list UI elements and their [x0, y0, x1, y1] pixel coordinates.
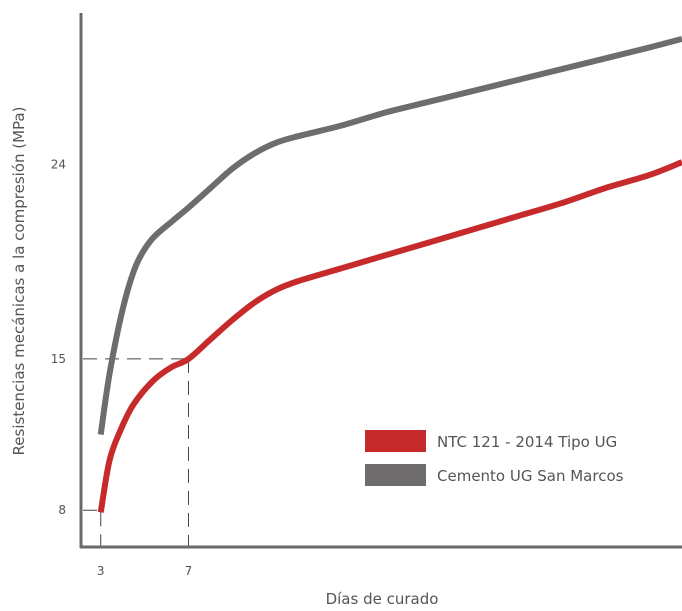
y-tick-label: 24	[51, 157, 66, 171]
x-tick-label: 7	[185, 564, 193, 578]
legend-swatch	[365, 430, 426, 452]
x-axis-title: Días de curado	[326, 590, 439, 608]
y-tick-label: 8	[58, 503, 66, 517]
x-tick-label: 3	[97, 564, 105, 578]
legend-label: Cemento UG San Marcos	[437, 467, 624, 485]
legend-label: NTC 121 - 2014 Tipo UG	[437, 433, 617, 451]
y-tick-label: 15	[51, 352, 66, 366]
y-axis-title: Resistencias mecánicas a la compresión (…	[10, 107, 28, 456]
y-tick-labels: 8 15 24	[51, 157, 66, 517]
series-line-0	[97, 159, 682, 513]
series-layer	[97, 36, 682, 513]
series-line-1	[97, 36, 682, 436]
reference-lines	[83, 358, 189, 547]
legend-swatch	[365, 464, 426, 486]
legend: NTC 121 - 2014 Tipo UG Cemento UG San Mar…	[365, 430, 624, 486]
